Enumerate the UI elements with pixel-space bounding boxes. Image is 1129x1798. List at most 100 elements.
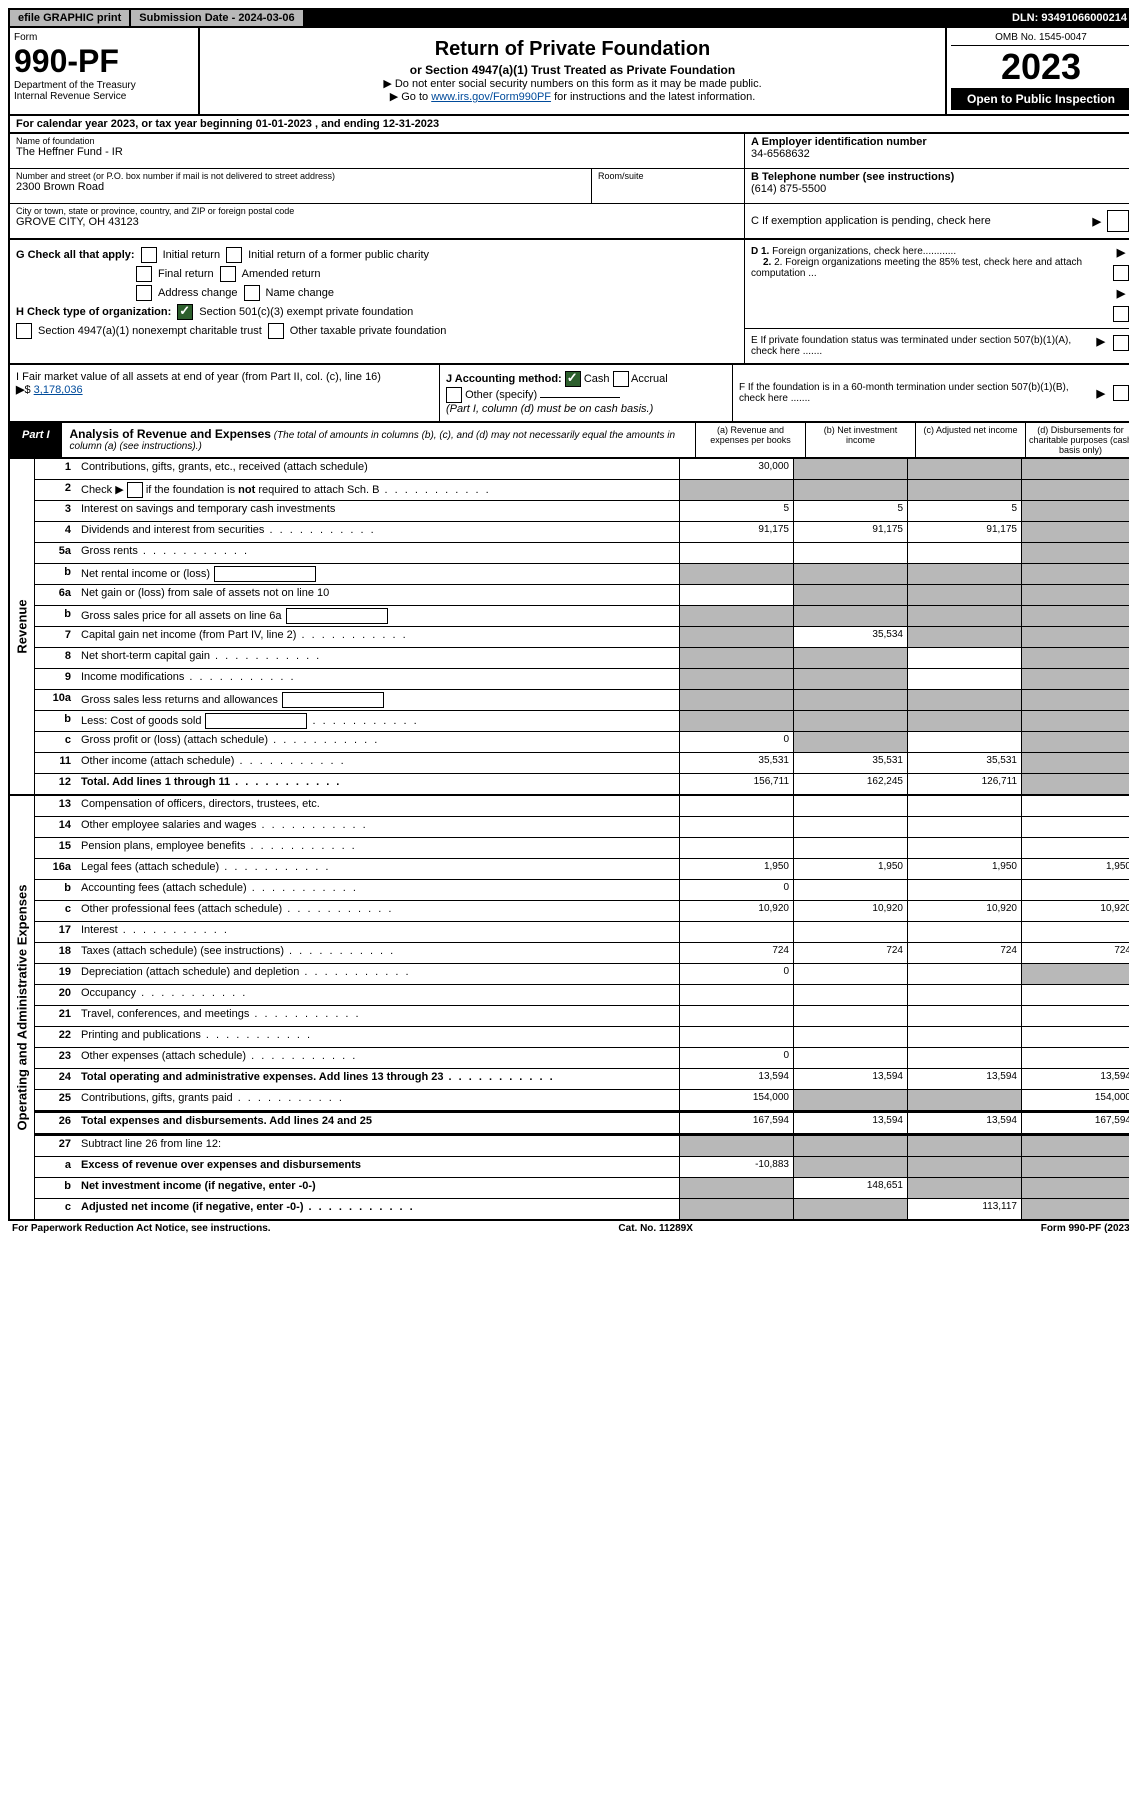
d2-label: 2. Foreign organizations meeting the 85%… [751,257,1082,279]
r5b-box[interactable] [214,566,316,582]
open-public-badge: Open to Public Inspection [951,88,1129,110]
g-label: G Check all that apply: [16,249,135,261]
r6b-box[interactable] [286,608,388,624]
r27a-a: -10,883 [679,1157,793,1177]
addr-label: Number and street (or P.O. box number if… [16,171,585,181]
r10c-a: 0 [679,732,793,752]
r3-b: 5 [793,501,907,521]
j-label: J Accounting method: [446,373,562,385]
f-label: F If the foundation is in a 60-month ter… [739,382,1089,404]
schb-checkbox[interactable] [127,482,143,498]
col-d-header: (d) Disbursements for charitable purpose… [1025,423,1129,457]
other-taxable-checkbox[interactable] [268,323,284,339]
e-label: E If private foundation status was termi… [751,335,1089,357]
r24-a: 13,594 [679,1069,793,1089]
r3-c: 5 [907,501,1021,521]
r25-d: 154,000 [1021,1090,1129,1110]
final-return-checkbox[interactable] [136,266,152,282]
address: 2300 Brown Road [16,181,585,193]
form-label: Form [14,32,194,43]
4947-checkbox[interactable] [16,323,32,339]
address-change-checkbox[interactable] [136,285,152,301]
expenses-side-label: Operating and Administrative Expenses [10,796,35,1219]
amended-return-checkbox[interactable] [220,266,236,282]
r16a-d: 1,950 [1021,859,1129,879]
city-value: GROVE CITY, OH 43123 [16,216,738,228]
initial-former-checkbox[interactable] [226,247,242,263]
r11-b: 35,531 [793,753,907,773]
ein-label: A Employer identification number [751,136,927,148]
cash-checkbox[interactable] [565,371,581,387]
d1-label: Foreign organizations, check here.......… [772,246,956,257]
tax-year: 2023 [951,46,1129,88]
form-subtitle: or Section 4947(a)(1) Trust Treated as P… [208,63,937,77]
footer-mid: Cat. No. 11289X [618,1223,692,1234]
city-label: City or town, state or province, country… [16,206,738,216]
footer-right: Form 990-PF (2023) [1041,1223,1129,1234]
part1-label: Part I [10,423,62,457]
form-number: 990-PF [14,43,194,80]
room-label: Room/suite [598,171,738,181]
info-section: Name of foundation The Heffner Fund - IR… [8,134,1129,240]
r26-a: 167,594 [679,1113,793,1133]
irs-link[interactable]: www.irs.gov/Form990PF [431,91,551,103]
footer-left: For Paperwork Reduction Act Notice, see … [12,1223,271,1234]
r19-a: 0 [679,964,793,984]
r10b-box[interactable] [205,713,307,729]
calendar-year-line: For calendar year 2023, or tax year begi… [8,116,1129,134]
dln-label: DLN: 93491066000214 [1004,10,1129,26]
form-header: Form 990-PF Department of the TreasuryIn… [8,28,1129,116]
r27b-b: 148,651 [793,1178,907,1198]
page-footer: For Paperwork Reduction Act Notice, see … [8,1221,1129,1236]
name-change-checkbox[interactable] [244,285,260,301]
foundation-name: The Heffner Fund - IR [16,146,738,158]
fmv-link[interactable]: 3,178,036 [34,384,83,396]
r18-c: 724 [907,943,1021,963]
r12-c: 126,711 [907,774,1021,794]
col-b-header: (b) Net investment income [805,423,915,457]
r3-a: 5 [679,501,793,521]
r7-b: 35,534 [793,627,907,647]
r11-c: 35,531 [907,753,1021,773]
initial-return-checkbox[interactable] [141,247,157,263]
r26-c: 13,594 [907,1113,1021,1133]
d2-checkbox[interactable] [1113,306,1129,322]
r16b-a: 0 [679,880,793,900]
e-checkbox[interactable] [1113,335,1129,351]
r4-b: 91,175 [793,522,907,542]
part1-header: Part I Analysis of Revenue and Expenses … [8,423,1129,459]
r26-d: 167,594 [1021,1113,1129,1133]
form-title: Return of Private Foundation [208,38,937,61]
r27c-c: 113,117 [907,1199,1021,1219]
accrual-checkbox[interactable] [613,371,629,387]
r16c-a: 10,920 [679,901,793,921]
r25-a: 154,000 [679,1090,793,1110]
r12-b: 162,245 [793,774,907,794]
f-checkbox[interactable] [1113,385,1129,401]
exemption-checkbox[interactable] [1107,210,1129,232]
phone-label: B Telephone number (see instructions) [751,171,954,183]
part1-title: Analysis of Revenue and Expenses [70,427,271,441]
r11-a: 35,531 [679,753,793,773]
row2-label: Check ▶ if the foundation is not require… [77,480,679,500]
r1-a: 30,000 [679,459,793,479]
row1-label: Contributions, gifts, grants, etc., rece… [77,459,679,479]
col-c-header: (c) Adjusted net income [915,423,1025,457]
revenue-table: Revenue 1Contributions, gifts, grants, e… [8,459,1129,796]
dept-label: Department of the TreasuryInternal Reven… [14,80,194,102]
note-link: ▶ Go to www.irs.gov/Form990PF for instru… [208,90,937,103]
d1-checkbox[interactable] [1113,265,1129,281]
exemption-label: C If exemption application is pending, c… [751,215,1087,227]
r10a-box[interactable] [282,692,384,708]
name-label: Name of foundation [16,136,738,146]
501c3-checkbox[interactable] [177,304,193,320]
revenue-side-label: Revenue [10,459,35,794]
other-method-checkbox[interactable] [446,387,462,403]
i-label: I Fair market value of all assets at end… [16,371,381,383]
r18-d: 724 [1021,943,1129,963]
omb-number: OMB No. 1545-0047 [951,32,1129,46]
r24-b: 13,594 [793,1069,907,1089]
phone-value: (614) 875-5500 [751,183,826,195]
efile-print-button[interactable]: efile GRAPHIC print [10,10,131,26]
ein-value: 34-6568632 [751,148,810,160]
